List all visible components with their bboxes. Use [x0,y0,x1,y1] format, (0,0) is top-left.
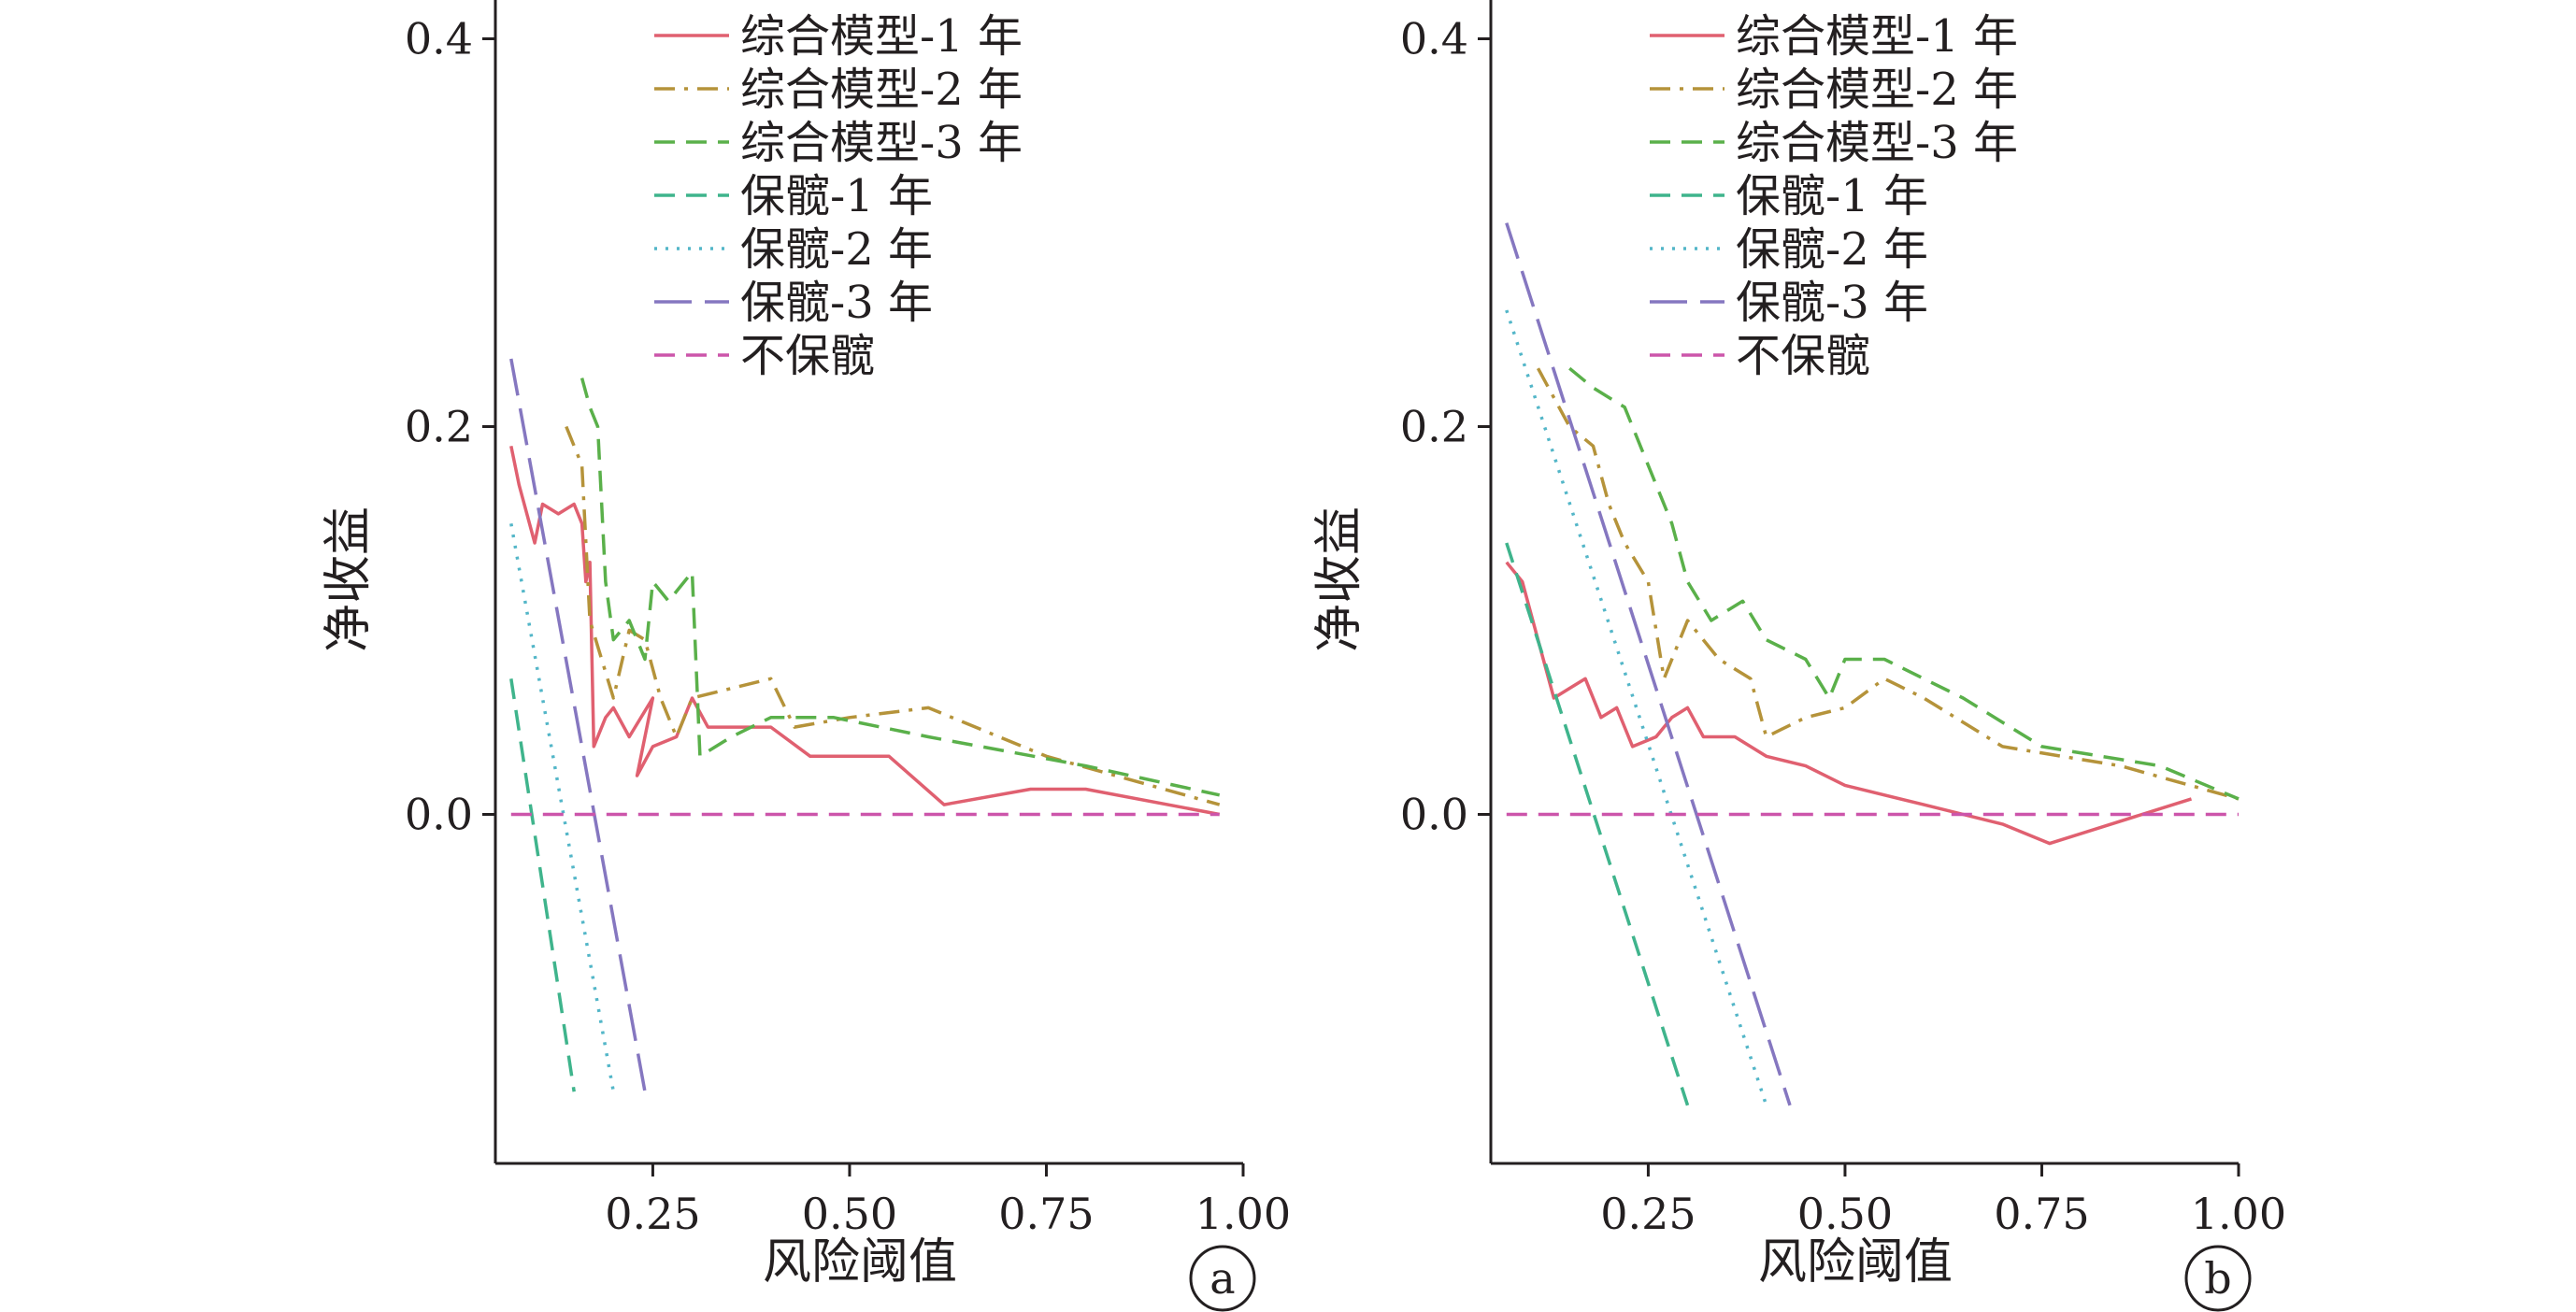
panel-b-y-tick-label: 0.0 [1400,790,1468,840]
panel-b-tag: b [2184,1245,2252,1312]
panel-a-y-tick-label: 0.2 [405,402,473,452]
panel-b-legend-label: 综合模型-2 年 [1736,64,2018,116]
panel-a-legend-label: 不保髋 [740,330,875,382]
panel-b-tag-label: b [2204,1253,2231,1304]
panel-b-legend-label: 保髋-3 年 [1736,277,1928,329]
panel-b-legend-label: 综合模型-1 年 [1736,10,2018,63]
panel-a-series-line-6 [509,358,647,1092]
panel-a-series-line-1 [509,445,1221,817]
panel-a-legend-item-5: 保髋-2 年 [654,223,933,276]
panel-a: 0.0 0.2 0.4 0.25 0.50 0.75 1.00 净收益 风险阈值 a 综合模… [321,0,1291,1312]
panel-b: 0.0 0.2 0.4 0.25 0.50 0.75 1.00 净收益 风险阈值 b 综合模… [1311,0,2286,1312]
panel-b-tag-circle [2184,1245,2252,1312]
panel-b-legend-label: 不保髋 [1736,330,1870,382]
panel-b-legend-item-2: 综合模型-2 年 [1650,64,2018,116]
panel-a-series-line-4 [509,678,576,1092]
panel-a-x-tick-label: 1.00 [1195,1189,1291,1239]
panel-a-y-axis-title: 净收益 [321,506,377,652]
panel-b-series-line-5 [1505,309,1768,1106]
panel-a-tag: a [1189,1245,1256,1312]
panel-b-legend-item-6: 保髋-3 年 [1650,277,1928,329]
panel-b-series-line-2 [1536,367,2240,801]
panel-b-legend-label: 保髋-1 年 [1736,170,1928,222]
panel-a-plot-area: 0.0 0.2 0.4 0.25 0.50 0.75 1.00 [405,0,1291,1239]
panel-a-legend-label: 综合模型-1 年 [740,10,1023,63]
panel-a-legend-item-1: 综合模型-1 年 [654,10,1023,63]
panel-a-legend-item-3: 综合模型-3 年 [654,117,1023,169]
panel-b-x-tick-label: 0.75 [1994,1189,2089,1239]
panel-a-legend-item-6: 保髋-3 年 [654,277,933,329]
panel-b-plot-area: 0.0 0.2 0.4 0.25 0.50 0.75 1.00 [1400,0,2286,1239]
panel-b-x-axis-title: 风险阈值 [1758,1234,1953,1291]
panel-a-x-axis-title: 风险阈值 [763,1234,957,1291]
panel-b-series-line-6 [1505,222,1792,1106]
panel-a-x-tick-label: 0.50 [802,1189,897,1239]
panel-a-series-line-3 [580,378,1221,797]
panel-b-legend-item-4: 保髋-1 年 [1650,170,1928,222]
panel-b-legend-item-3: 综合模型-3 年 [1650,117,2018,169]
panel-b-y-axis-title: 净收益 [1311,506,1367,652]
panel-b-legend-item-5: 保髋-2 年 [1650,223,1928,276]
panel-a-y-tick-label: 0.4 [405,14,473,64]
panel-b-series-line-1 [1505,561,2193,846]
panel-a-x-tick-label: 0.25 [605,1189,700,1239]
panel-b-x-tick-label: 0.25 [1600,1189,1696,1239]
panel-a-legend-label: 保髋-1 年 [740,170,933,222]
panel-a-legend-item-7: 不保髋 [654,330,875,382]
panel-b-legend-item-1: 综合模型-1 年 [1650,10,2018,63]
panel-a-legend-label: 综合模型-2 年 [740,64,1023,116]
panel-b-y-tick-label: 0.2 [1400,402,1468,452]
panel-a-legend-item-4: 保髋-1 年 [654,170,933,222]
panel-b-y-tick-label: 0.4 [1400,14,1468,64]
panel-b-legend-label: 保髋-2 年 [1736,223,1928,276]
panel-a-legend-label: 保髋-2 年 [740,223,933,276]
panel-a-series-line-2 [565,425,1221,806]
panel-a-legend-item-2: 综合模型-2 年 [654,64,1023,116]
panel-b-series-line-4 [1505,542,1690,1106]
panel-b-series-line-3 [1568,366,2240,801]
panel-b-x-tick-label: 0.50 [1797,1189,1893,1239]
panel-a-tag-label: a [1209,1253,1235,1304]
panel-a-legend-label: 保髋-3 年 [740,277,933,329]
panel-a-tag-circle [1189,1245,1256,1312]
panel-a-legend-label: 综合模型-3 年 [740,117,1023,169]
panel-b-x-tick-label: 1.00 [2191,1189,2286,1239]
panel-a-x-tick-label: 0.75 [998,1189,1094,1239]
panel-a-y-tick-label: 0.0 [405,790,473,840]
panel-b-legend-label: 综合模型-3 年 [1736,117,2018,169]
panel-b-legend-item-7: 不保髋 [1650,330,1870,382]
